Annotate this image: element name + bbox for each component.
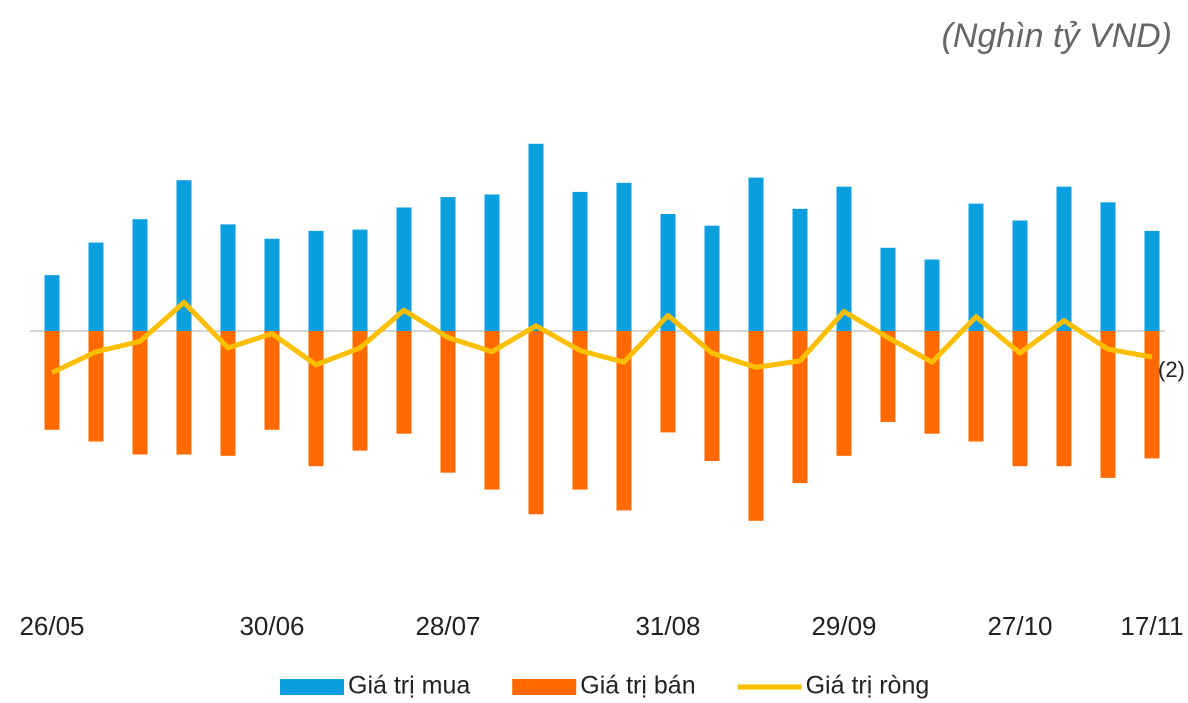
bar (132, 331, 148, 455)
data-label: (2) (1158, 357, 1185, 382)
legend-label: Giá trị ròng (806, 672, 930, 700)
bar (704, 331, 720, 461)
bar (748, 331, 764, 521)
legend-label: Giá trị bán (580, 672, 695, 700)
bar (308, 230, 324, 331)
bar (264, 238, 280, 331)
x-tick-label: 28/07 (415, 611, 480, 641)
bar (396, 207, 412, 331)
bar (1012, 331, 1028, 467)
bar (924, 331, 940, 434)
legend-label: Giá trị mua (348, 672, 470, 700)
bar (396, 331, 412, 434)
unit-label: (Nghìn tỷ VND) (942, 17, 1173, 55)
bar (836, 331, 852, 456)
x-tick-label: 30/06 (239, 611, 304, 641)
bar (836, 186, 852, 331)
bar (880, 331, 896, 422)
bar (352, 229, 368, 331)
bar (1056, 186, 1072, 331)
x-tick-label: 29/09 (811, 611, 876, 641)
bar (352, 331, 368, 451)
legend-swatch (512, 679, 577, 695)
bar (132, 219, 148, 331)
bar (1056, 331, 1072, 467)
bar (220, 331, 236, 456)
bar (1012, 220, 1028, 331)
bar (264, 331, 280, 430)
x-tick-label: 26/05 (19, 611, 84, 641)
x-tick-label: 31/08 (635, 611, 700, 641)
bar (484, 194, 500, 331)
bar (792, 331, 808, 484)
bar (880, 247, 896, 331)
x-tick-label: 27/10 (987, 611, 1052, 641)
bar (1144, 230, 1160, 331)
bar (44, 331, 60, 430)
bar (924, 259, 940, 331)
x-tick-label: 17/11 (1120, 611, 1183, 641)
bar (1144, 331, 1160, 459)
bar (44, 275, 60, 331)
bar (88, 331, 104, 442)
bar (968, 331, 984, 442)
bar (704, 225, 720, 331)
bar (528, 143, 544, 331)
bar (1100, 202, 1116, 331)
bar (1100, 331, 1116, 478)
bar (572, 191, 588, 331)
bar (572, 331, 588, 490)
bar (748, 177, 764, 331)
bar (440, 197, 456, 331)
bar (440, 331, 456, 473)
bar (88, 242, 104, 331)
bar (616, 182, 632, 331)
bar (220, 224, 236, 331)
bar (616, 331, 632, 511)
bar (792, 208, 808, 331)
bar (660, 331, 676, 433)
bar (968, 203, 984, 331)
bar (308, 331, 324, 467)
bar (528, 331, 544, 515)
bar (484, 331, 500, 490)
bar (176, 331, 192, 455)
bar (660, 214, 676, 331)
bar (176, 180, 192, 331)
line (50, 299, 1153, 375)
legend-swatch (280, 679, 344, 695)
